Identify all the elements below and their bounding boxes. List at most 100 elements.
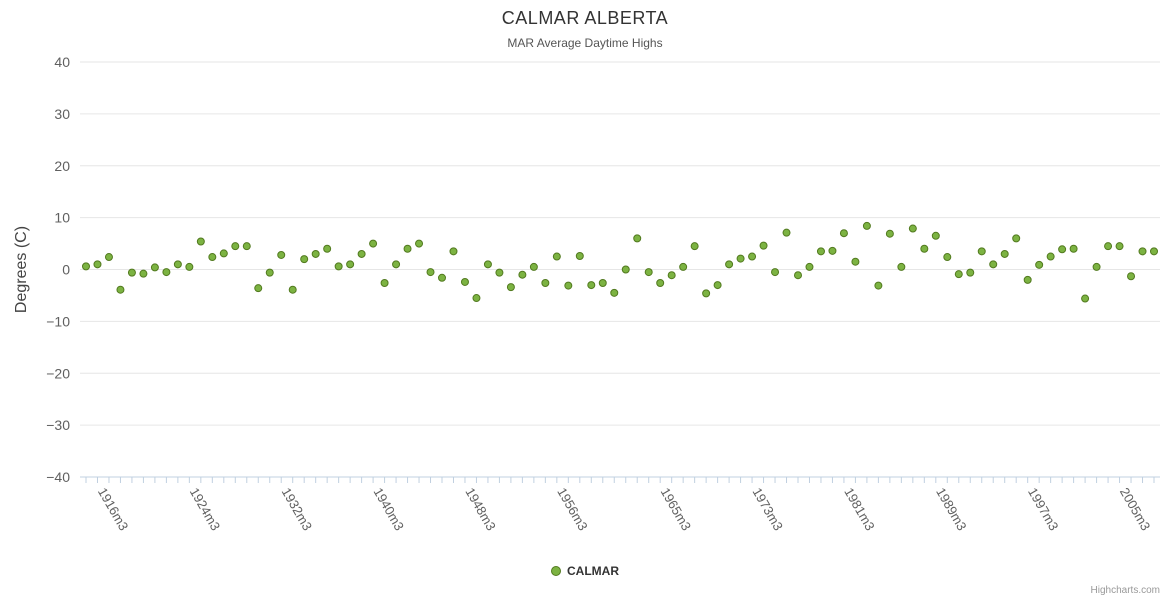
data-point[interactable] xyxy=(1115,242,1124,251)
data-point[interactable] xyxy=(897,262,906,271)
data-point[interactable] xyxy=(587,281,596,290)
data-point[interactable] xyxy=(851,257,860,266)
data-point[interactable] xyxy=(656,278,665,287)
highcharts-credits-link[interactable]: Highcharts.com xyxy=(1090,585,1160,596)
data-point[interactable] xyxy=(323,244,332,253)
data-point[interactable] xyxy=(162,268,171,277)
data-point[interactable] xyxy=(415,239,424,248)
data-point[interactable] xyxy=(908,224,917,233)
data-point[interactable] xyxy=(93,260,102,269)
data-point[interactable] xyxy=(529,262,538,271)
data-point[interactable] xyxy=(1012,234,1021,243)
data-point[interactable] xyxy=(392,260,401,269)
data-point[interactable] xyxy=(839,229,848,238)
data-point[interactable] xyxy=(265,268,274,277)
data-point[interactable] xyxy=(644,268,653,277)
data-point[interactable] xyxy=(219,249,228,258)
data-point[interactable] xyxy=(621,265,630,274)
data-point[interactable] xyxy=(1081,294,1090,303)
data-point[interactable] xyxy=(575,252,584,261)
data-point[interactable] xyxy=(816,247,825,256)
data-point[interactable] xyxy=(472,294,481,303)
data-point[interactable] xyxy=(116,285,125,294)
data-point[interactable] xyxy=(679,262,688,271)
data-point[interactable] xyxy=(242,242,251,251)
data-point[interactable] xyxy=(874,281,883,290)
data-point[interactable] xyxy=(931,231,940,240)
data-point[interactable] xyxy=(690,242,699,251)
data-point[interactable] xyxy=(954,270,963,279)
data-point[interactable] xyxy=(633,234,642,243)
data-point[interactable] xyxy=(127,268,136,277)
data-point[interactable] xyxy=(208,253,217,262)
data-point[interactable] xyxy=(185,262,194,271)
data-point[interactable] xyxy=(449,247,458,256)
data-point[interactable] xyxy=(1046,252,1055,261)
data-point[interactable] xyxy=(231,242,240,251)
x-axis-tick-label: 1997m3 xyxy=(1025,485,1061,533)
data-point[interactable] xyxy=(1023,275,1032,284)
data-point[interactable] xyxy=(369,239,378,248)
data-point[interactable] xyxy=(552,252,561,261)
data-point[interactable] xyxy=(541,278,550,287)
data-point[interactable] xyxy=(989,260,998,269)
x-axis-tick-label: 1965m3 xyxy=(658,485,694,533)
data-point[interactable] xyxy=(438,273,446,282)
data-point[interactable] xyxy=(1035,260,1044,269)
data-point[interactable] xyxy=(483,260,492,269)
data-point[interactable] xyxy=(288,285,297,294)
data-point[interactable] xyxy=(1092,262,1101,271)
data-point[interactable] xyxy=(1150,247,1158,256)
data-point[interactable] xyxy=(702,289,711,298)
data-point[interactable] xyxy=(966,268,975,277)
data-point[interactable] xyxy=(1127,272,1136,281)
data-point[interactable] xyxy=(1104,242,1113,251)
data-point[interactable] xyxy=(460,277,469,286)
data-point[interactable] xyxy=(173,260,182,269)
x-axis-tick-label: 1932m3 xyxy=(279,485,315,533)
data-point[interactable] xyxy=(610,288,619,297)
data-point[interactable] xyxy=(862,221,871,230)
data-point[interactable] xyxy=(713,281,722,290)
legend-item-calmar[interactable]: CALMAR xyxy=(0,564,1170,578)
data-point[interactable] xyxy=(300,255,309,264)
data-point[interactable] xyxy=(1000,249,1009,258)
data-point[interactable] xyxy=(254,284,263,293)
data-point[interactable] xyxy=(564,281,573,290)
data-point[interactable] xyxy=(1058,245,1067,254)
data-point[interactable] xyxy=(403,244,412,253)
data-point[interactable] xyxy=(357,249,366,258)
data-point[interactable] xyxy=(1069,244,1078,253)
data-point[interactable] xyxy=(771,268,780,277)
data-point[interactable] xyxy=(82,262,90,271)
data-point[interactable] xyxy=(150,263,159,272)
data-point[interactable] xyxy=(380,278,389,287)
data-point[interactable] xyxy=(943,253,952,262)
data-point[interactable] xyxy=(885,229,894,238)
data-point[interactable] xyxy=(920,244,929,253)
data-point[interactable] xyxy=(736,254,745,263)
data-point[interactable] xyxy=(667,271,676,280)
data-point[interactable] xyxy=(794,271,802,280)
data-point[interactable] xyxy=(196,237,205,246)
data-point[interactable] xyxy=(426,268,435,277)
data-point[interactable] xyxy=(782,228,791,237)
data-point[interactable] xyxy=(311,249,320,258)
y-axis-tick-label: −10 xyxy=(46,313,70,329)
data-point[interactable] xyxy=(759,241,768,250)
data-point[interactable] xyxy=(598,278,607,287)
data-point[interactable] xyxy=(977,247,986,256)
data-point[interactable] xyxy=(334,262,343,271)
data-point[interactable] xyxy=(104,253,113,262)
data-point[interactable] xyxy=(506,283,515,292)
data-point[interactable] xyxy=(495,268,504,277)
data-point[interactable] xyxy=(346,260,355,269)
data-point[interactable] xyxy=(139,269,148,278)
data-point[interactable] xyxy=(277,250,286,259)
data-point[interactable] xyxy=(518,270,527,279)
data-point[interactable] xyxy=(828,246,837,255)
data-point[interactable] xyxy=(1138,247,1147,256)
data-point[interactable] xyxy=(805,262,814,271)
data-point[interactable] xyxy=(748,252,757,261)
data-point[interactable] xyxy=(725,260,734,269)
